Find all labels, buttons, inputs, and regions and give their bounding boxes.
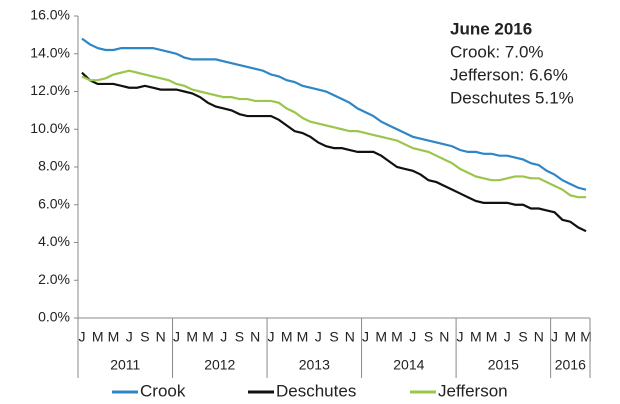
x-tick-label: M bbox=[202, 329, 214, 345]
x-tick-label: M bbox=[108, 329, 120, 345]
x-group-label: 2015 bbox=[488, 357, 519, 373]
series-line bbox=[81, 69, 587, 199]
y-tick-label: 14.0% bbox=[30, 44, 70, 60]
x-tick-label: J bbox=[315, 329, 322, 345]
y-tick-label: 12.0% bbox=[30, 82, 70, 98]
x-tick-label: M bbox=[375, 329, 387, 345]
x-tick-label: J bbox=[173, 329, 180, 345]
legend-label: Deschutes bbox=[276, 381, 356, 400]
y-tick-label: 6.0% bbox=[38, 195, 70, 211]
x-tick-label: S bbox=[518, 329, 527, 345]
x-group-label: 2012 bbox=[204, 357, 235, 373]
y-tick-label: 8.0% bbox=[38, 158, 70, 174]
series-line bbox=[81, 71, 587, 233]
x-tick-label: J bbox=[78, 329, 85, 345]
x-tick-label: M bbox=[391, 329, 403, 345]
x-group-label: 2011 bbox=[110, 357, 140, 373]
x-tick-label: M bbox=[564, 329, 576, 345]
x-tick-label: J bbox=[267, 329, 274, 345]
x-tick-label: M bbox=[486, 329, 498, 345]
x-tick-label: J bbox=[409, 329, 416, 345]
x-tick-label: S bbox=[329, 329, 338, 345]
x-tick-label: J bbox=[362, 329, 369, 345]
x-tick-label: M bbox=[297, 329, 309, 345]
x-group-label: 2016 bbox=[555, 357, 586, 373]
x-tick-label: N bbox=[439, 329, 449, 345]
legend-label: Crook bbox=[140, 381, 186, 400]
x-tick-label: M bbox=[281, 329, 293, 345]
y-tick-label: 16.0% bbox=[30, 7, 70, 23]
x-tick-label: M bbox=[580, 329, 592, 345]
x-tick-label: J bbox=[551, 329, 558, 345]
annotation-line: Deschutes 5.1% bbox=[450, 88, 574, 107]
x-tick-label: M bbox=[470, 329, 482, 345]
annotation-line: Crook: 7.0% bbox=[450, 42, 544, 61]
legend-label: Jefferson bbox=[438, 381, 508, 400]
x-tick-label: S bbox=[424, 329, 433, 345]
x-tick-label: S bbox=[140, 329, 149, 345]
y-tick-label: 4.0% bbox=[38, 233, 70, 249]
annotation-line: Jefferson: 6.6% bbox=[450, 65, 568, 84]
x-tick-label: J bbox=[457, 329, 464, 345]
x-tick-label: J bbox=[220, 329, 227, 345]
x-tick-label: S bbox=[235, 329, 244, 345]
x-tick-label: J bbox=[126, 329, 133, 345]
x-tick-label: M bbox=[92, 329, 104, 345]
x-tick-label: N bbox=[345, 329, 355, 345]
annotation-title: June 2016 bbox=[450, 19, 532, 38]
x-group-label: 2014 bbox=[393, 357, 424, 373]
y-tick-label: 2.0% bbox=[38, 271, 70, 287]
y-tick-label: 10.0% bbox=[30, 120, 70, 136]
x-tick-label: N bbox=[534, 329, 544, 345]
x-tick-label: N bbox=[156, 329, 166, 345]
y-tick-label: 0.0% bbox=[38, 309, 70, 325]
x-tick-label: N bbox=[250, 329, 260, 345]
x-group-label: 2013 bbox=[299, 357, 330, 373]
series-line bbox=[81, 37, 587, 191]
x-tick-label: M bbox=[186, 329, 198, 345]
x-tick-label: J bbox=[504, 329, 511, 345]
